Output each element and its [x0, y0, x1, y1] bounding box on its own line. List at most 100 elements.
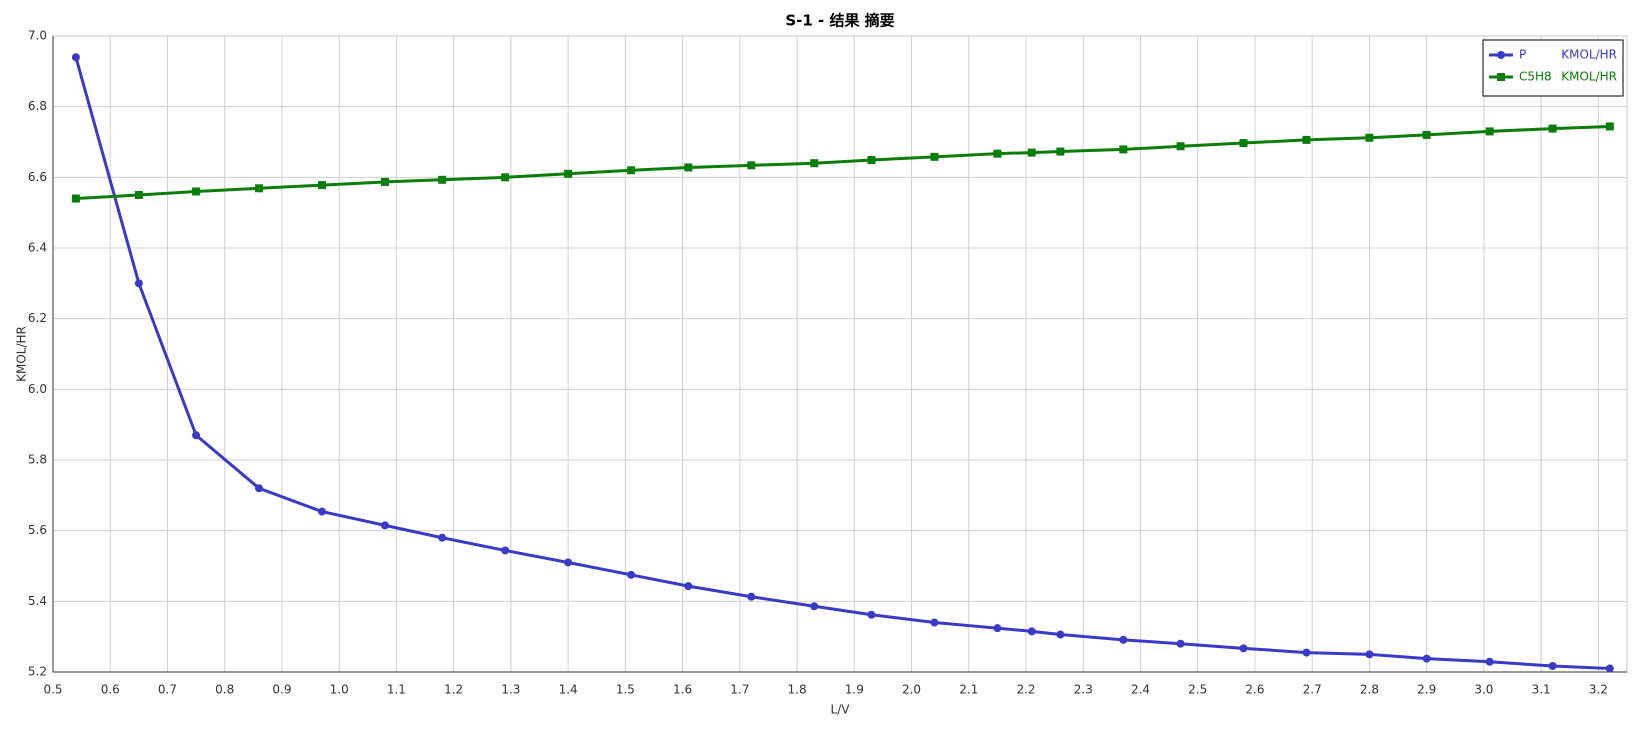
x-tick-label: 2.4	[1131, 683, 1150, 697]
x-tick-label: 0.8	[215, 683, 234, 697]
y-tick-label: 7.0	[28, 29, 47, 43]
marker	[1239, 139, 1248, 148]
x-tick-label: 2.0	[902, 683, 921, 697]
marker	[1497, 73, 1505, 81]
legend-unit: KMOL/HR	[1561, 48, 1617, 62]
legend-box	[1482, 39, 1624, 97]
marker	[318, 181, 327, 190]
marker	[684, 163, 693, 172]
marker	[1056, 630, 1065, 639]
marker	[1176, 639, 1185, 648]
marker	[1176, 142, 1185, 151]
marker	[1548, 661, 1557, 670]
y-tick-label: 6.4	[28, 241, 47, 255]
x-tick-label: 3.0	[1474, 683, 1493, 697]
x-tick-label: 0.7	[158, 683, 177, 697]
x-tick-label: 1.5	[616, 683, 635, 697]
y-axis-label: KMOL/HR	[15, 326, 29, 382]
x-axis-label: L/V	[831, 703, 851, 717]
plot-frame	[52, 35, 1628, 673]
x-tick-label: 1.9	[845, 683, 864, 697]
marker	[438, 175, 447, 184]
marker	[1302, 135, 1311, 144]
marker	[1485, 657, 1494, 666]
marker	[684, 582, 693, 591]
series-line	[75, 124, 1610, 201]
marker	[747, 161, 756, 170]
x-tick-label: 2.2	[1016, 683, 1035, 697]
marker	[501, 173, 510, 182]
chart-title: S-1 - 结果 摘要	[785, 12, 894, 30]
marker	[993, 149, 1002, 158]
marker	[993, 624, 1002, 633]
marker	[1119, 145, 1128, 154]
marker	[627, 570, 636, 579]
marker	[1605, 664, 1614, 673]
y-tick-label: 6.8	[28, 99, 47, 113]
marker	[1119, 635, 1128, 644]
marker	[1497, 51, 1505, 59]
marker	[438, 533, 447, 542]
marker	[564, 558, 573, 567]
marker	[1027, 148, 1036, 157]
y-tick-label: 5.4	[28, 594, 47, 608]
marker	[1485, 127, 1494, 136]
marker	[380, 177, 389, 186]
x-tick-label: 3.2	[1589, 683, 1608, 697]
y-tick-label: 5.8	[28, 453, 47, 467]
x-tick-label: 1.7	[730, 683, 749, 697]
marker	[627, 166, 636, 175]
legend-unit: KMOL/HR	[1561, 70, 1617, 84]
marker	[134, 279, 143, 288]
marker	[380, 521, 389, 530]
x-tick-label: 0.9	[272, 683, 291, 697]
marker	[810, 159, 819, 168]
x-tick-label: 0.5	[43, 683, 62, 697]
marker	[1027, 627, 1036, 636]
marker	[134, 191, 143, 199]
y-tick-label: 6.0	[28, 382, 47, 396]
x-tick-label: 0.6	[101, 683, 120, 697]
marker	[867, 610, 876, 619]
marker	[501, 546, 510, 555]
marker	[1239, 644, 1248, 653]
x-tick-label: 2.1	[959, 683, 978, 697]
x-tick-label: 2.3	[1074, 683, 1093, 697]
marker	[1605, 122, 1614, 131]
x-tick-label: 1.2	[444, 683, 463, 697]
marker	[192, 187, 201, 196]
marker	[867, 156, 876, 165]
marker	[1422, 654, 1431, 663]
x-tick-label: 1.8	[788, 683, 807, 697]
x-tick-label: 2.7	[1303, 683, 1322, 697]
marker	[747, 592, 756, 601]
marker	[1302, 648, 1311, 657]
marker	[318, 507, 327, 516]
legend-label: P	[1519, 48, 1526, 62]
x-tick-label: 2.9	[1417, 683, 1436, 697]
marker	[1056, 147, 1065, 156]
marker	[255, 184, 264, 193]
marker	[810, 602, 819, 611]
x-tick-label: 1.4	[559, 683, 578, 697]
y-tick-label: 6.2	[28, 311, 47, 325]
x-tick-label: 3.1	[1532, 683, 1551, 697]
marker	[255, 484, 264, 493]
x-tick-label: 1.3	[501, 683, 520, 697]
marker	[1548, 124, 1557, 133]
marker	[930, 618, 939, 627]
x-tick-label: 2.5	[1188, 683, 1207, 697]
y-tick-label: 6.6	[28, 170, 47, 184]
marker	[1422, 130, 1431, 139]
legend-label: C5H8	[1519, 70, 1552, 84]
y-tick-label: 5.2	[28, 665, 47, 679]
marker	[71, 194, 80, 203]
x-tick-label: 2.8	[1360, 683, 1379, 697]
marker	[71, 53, 80, 62]
x-tick-label: 1.6	[673, 683, 692, 697]
marker	[564, 169, 573, 178]
y-tick-label: 5.6	[28, 523, 47, 537]
marker	[192, 431, 201, 440]
marker	[930, 152, 939, 161]
